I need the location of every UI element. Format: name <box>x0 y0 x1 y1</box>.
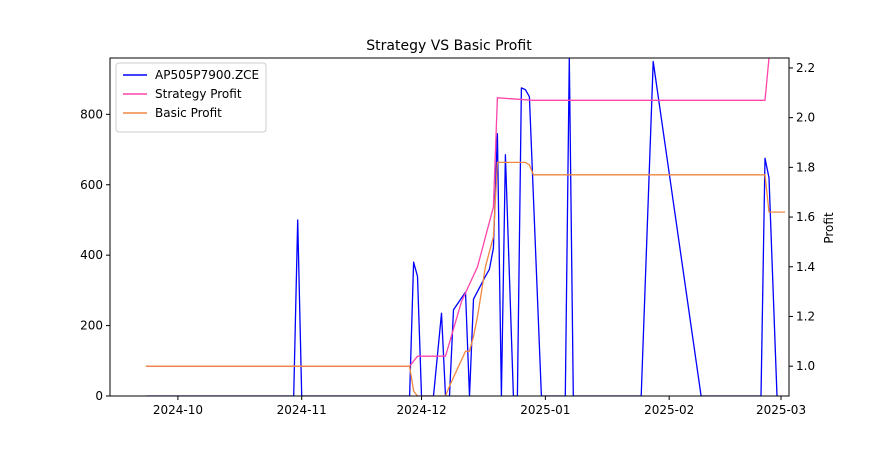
left-y-tick-label: 200 <box>80 319 103 333</box>
right-axis-label: Profit <box>822 212 836 244</box>
x-tick-label: 2024-12 <box>396 403 446 417</box>
x-tick-label: 2025-03 <box>756 403 806 417</box>
x-tick-label: 2025-02 <box>644 403 694 417</box>
series-line-strategy-profit <box>145 58 770 367</box>
x-tick-label: 2024-10 <box>153 403 203 417</box>
right-y-tick-label: 1.6 <box>796 210 815 224</box>
left-y-tick-label: 800 <box>80 107 103 121</box>
series-layer <box>145 58 785 396</box>
series-line-basic-profit <box>145 161 785 396</box>
right-y-tick-label: 1.2 <box>796 309 815 323</box>
right-y-tick-label: 1.0 <box>796 359 815 373</box>
legend-label: AP505P7900.ZCE <box>155 68 259 82</box>
left-y-tick-label: 600 <box>80 178 103 192</box>
legend-label: Basic Profit <box>155 106 222 120</box>
legend-label: Strategy Profit <box>155 87 242 101</box>
right-y-tick-label: 2.2 <box>796 61 815 75</box>
legend-box <box>115 62 267 133</box>
right-y-tick-label: 1.8 <box>796 160 815 174</box>
right-y-tick-label: 1.4 <box>796 260 815 274</box>
x-tick-label: 2025-01 <box>520 403 570 417</box>
chart-title: Strategy VS Basic Profit <box>366 38 532 54</box>
x-tick-label: 2024-11 <box>277 403 327 417</box>
left-y-tick-label: 0 <box>95 389 103 403</box>
axes-layer: 2024-10 2024-11 2024-12 2025-01 2025-02 2025-… <box>80 57 815 417</box>
plot-frame <box>109 57 790 397</box>
left-y-tick-label: 400 <box>80 248 103 262</box>
legend: AP505P7900.ZCE Strategy Profit Basic Profi… <box>115 62 267 133</box>
right-y-tick-label: 2.0 <box>796 111 815 125</box>
